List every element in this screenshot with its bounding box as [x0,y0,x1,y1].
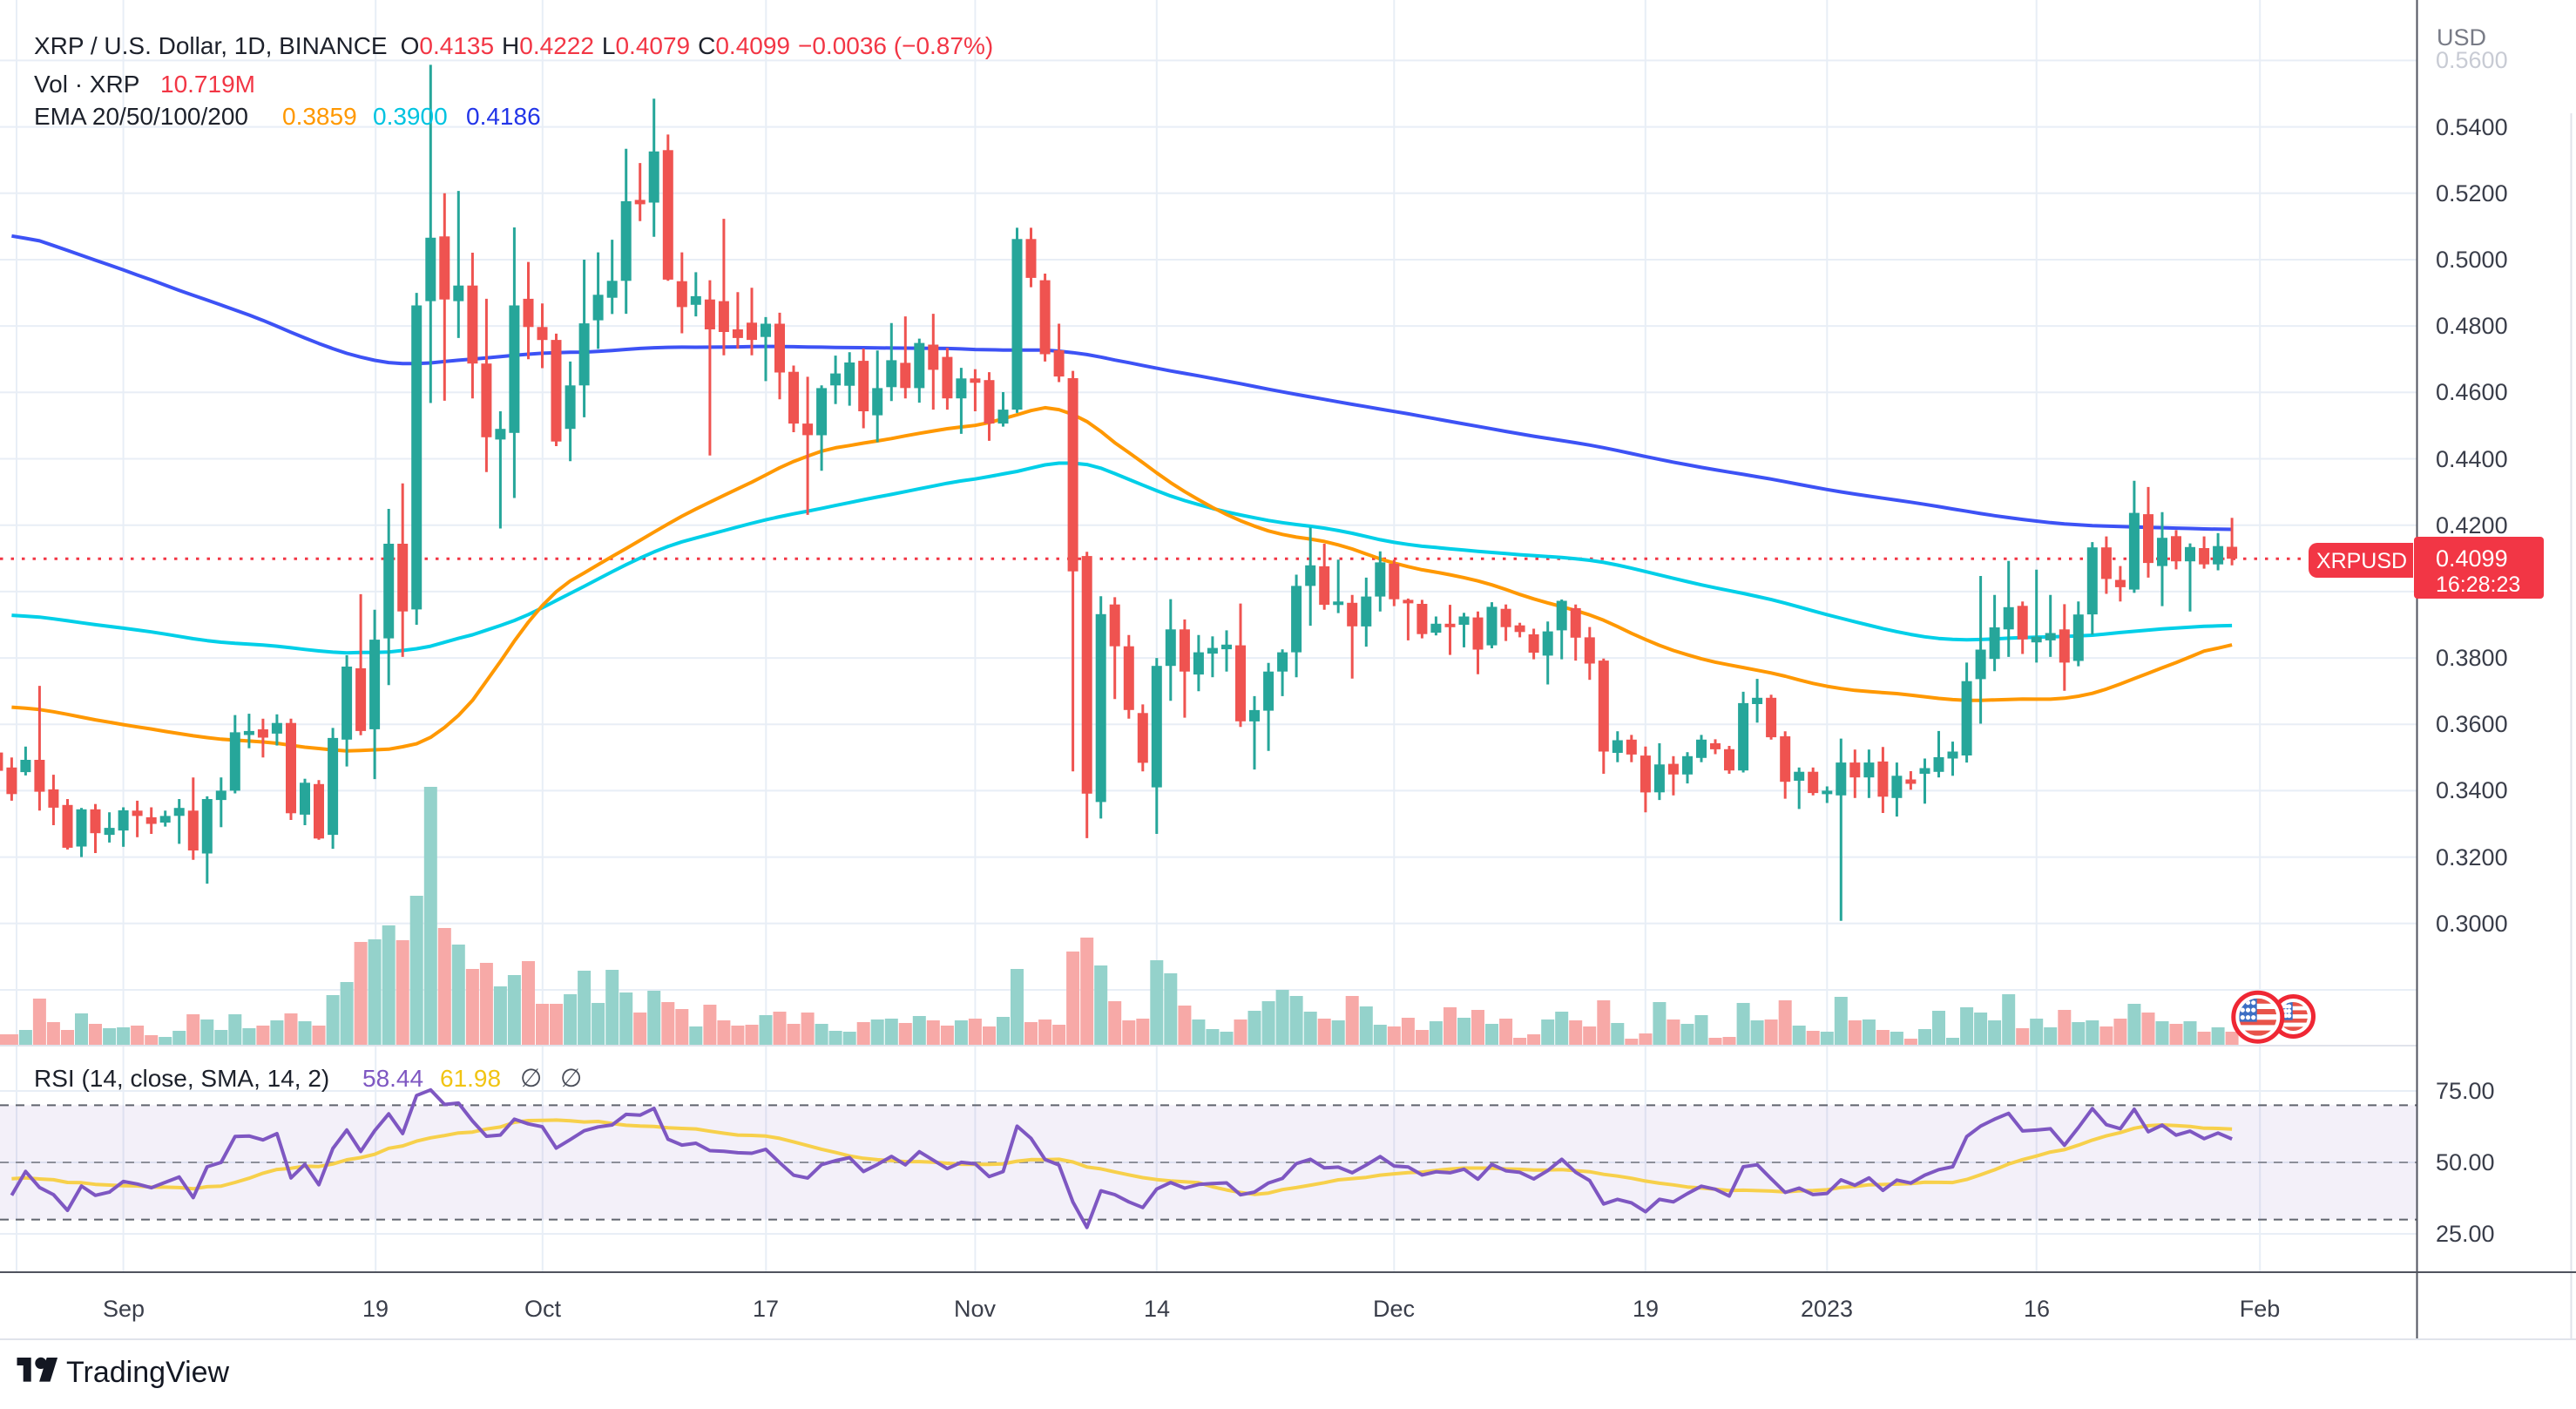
svg-text:0.5000: 0.5000 [2436,247,2508,273]
svg-text:16:28:23: 16:28:23 [2436,572,2520,597]
svg-text:Dec: Dec [1373,1296,1415,1322]
svg-text:58.44: 58.44 [362,1065,423,1092]
svg-text:XRP / U.S. Dollar, 1D, BINANCE: XRP / U.S. Dollar, 1D, BINANCE O0.4135 H0.… [34,32,993,59]
svg-text:Oct: Oct [524,1296,562,1322]
svg-text:17: 17 [753,1296,779,1322]
svg-text:0.3600: 0.3600 [2436,711,2508,737]
svg-text:0.5400: 0.5400 [2436,114,2508,140]
svg-text:19: 19 [362,1296,389,1322]
svg-text:Feb: Feb [2240,1296,2281,1322]
svg-text:0.4186: 0.4186 [466,103,541,130]
svg-text:Vol · XRP: Vol · XRP [34,71,139,98]
svg-text:XRPUSD: XRPUSD [2316,549,2407,573]
svg-text:USD: USD [2437,24,2486,51]
svg-text:0.4200: 0.4200 [2436,512,2508,539]
svg-text:0.3800: 0.3800 [2436,645,2508,671]
svg-text:0.3859: 0.3859 [282,103,357,130]
svg-text:10.719M: 10.719M [160,71,255,98]
svg-text:0.3000: 0.3000 [2436,911,2508,937]
svg-text:Nov: Nov [954,1296,997,1322]
svg-text:TradingView: TradingView [66,1356,230,1389]
svg-text:75.00: 75.00 [2436,1078,2495,1104]
svg-text:16: 16 [2024,1296,2050,1322]
svg-text:0.5200: 0.5200 [2436,180,2508,207]
svg-text:2023: 2023 [1801,1296,1853,1322]
svg-text:Sep: Sep [103,1296,145,1322]
svg-text:0.5600: 0.5600 [2436,47,2508,73]
svg-text:50.00: 50.00 [2436,1149,2495,1175]
svg-text:0.4099: 0.4099 [2436,545,2508,572]
svg-text:0.4400: 0.4400 [2436,446,2508,472]
svg-text:0.4600: 0.4600 [2436,379,2508,405]
svg-text:0.3900: 0.3900 [373,103,448,130]
svg-text:14: 14 [1144,1296,1170,1322]
svg-text:0.3200: 0.3200 [2436,844,2508,870]
svg-text:RSI (14, close, SMA, 14, 2): RSI (14, close, SMA, 14, 2) [34,1065,329,1092]
svg-text:EMA 20/50/100/200: EMA 20/50/100/200 [34,103,248,130]
svg-text:19: 19 [1633,1296,1659,1322]
svg-text:0.3400: 0.3400 [2436,777,2508,803]
svg-text:∅: ∅ [520,1065,542,1093]
svg-text:∅: ∅ [560,1065,582,1093]
svg-text:25.00: 25.00 [2436,1221,2495,1247]
svg-text:61.98: 61.98 [440,1065,501,1092]
svg-text:0.4800: 0.4800 [2436,313,2508,339]
